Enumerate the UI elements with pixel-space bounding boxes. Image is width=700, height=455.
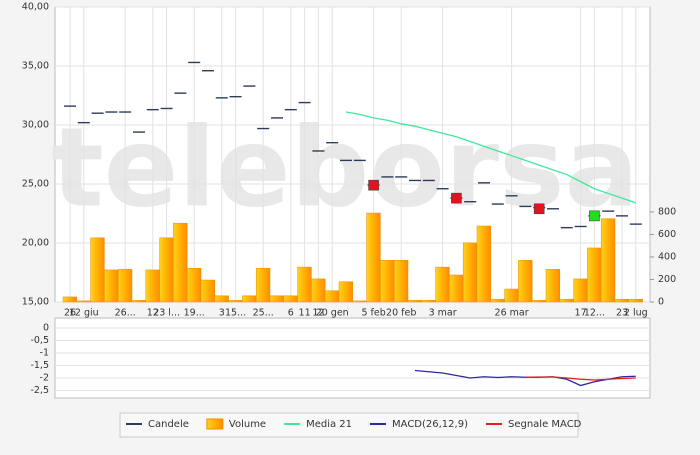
y-tick-label: 35,00 xyxy=(22,61,49,72)
legend-label: MACD(26,12,9) xyxy=(392,419,468,430)
y-tick-label: -2,5 xyxy=(30,385,49,396)
line-series xyxy=(525,376,636,381)
volume-bar xyxy=(504,288,519,303)
y2-tick-label: 400 xyxy=(658,251,676,262)
volume-bar xyxy=(173,222,188,303)
volume-bar xyxy=(587,247,602,303)
volume-bar xyxy=(324,290,340,303)
x-tick-label: 11 xyxy=(299,308,311,319)
x-tick-label: 12 giu xyxy=(69,308,99,319)
volume-bar xyxy=(393,260,409,303)
volume-bar xyxy=(62,296,78,303)
volume-bar xyxy=(311,278,326,303)
volume-bar xyxy=(421,300,436,303)
volume-bar xyxy=(338,281,354,303)
x-tick-label: 12 xyxy=(312,308,324,319)
x-tick-label: 23 l... xyxy=(153,308,180,319)
x-tick-label: 3 xyxy=(219,308,225,319)
legend-label: Media 21 xyxy=(306,419,352,430)
volume-bar xyxy=(614,298,630,303)
volume-bar xyxy=(545,269,561,303)
legend-label: Candele xyxy=(148,419,189,430)
y2-tick-label: 600 xyxy=(658,229,676,240)
x-tick-label: 26 xyxy=(64,308,76,319)
main-plot xyxy=(54,6,651,303)
volume-bar xyxy=(76,300,91,303)
volume-bar xyxy=(145,269,160,303)
volume-bar xyxy=(462,242,478,303)
signal-marker xyxy=(368,179,379,191)
volume-bar xyxy=(573,278,588,303)
x-tick-label: 12 xyxy=(147,308,159,319)
volume-bar xyxy=(352,300,367,303)
volume-bar xyxy=(600,218,616,303)
volume-bar xyxy=(90,237,105,303)
y-tick-label: -2 xyxy=(40,373,49,384)
line-series xyxy=(345,111,637,204)
x-tick-label: 2 lug xyxy=(624,308,648,319)
volume-bar xyxy=(449,274,464,303)
volume-bar xyxy=(131,300,147,303)
macd-plot xyxy=(54,317,651,399)
volume-bar xyxy=(531,300,547,303)
legend-swatch xyxy=(206,418,224,430)
volume-bar xyxy=(228,300,243,303)
y2-tick-label: 800 xyxy=(658,206,676,217)
y-tick-label: -1 xyxy=(40,348,49,359)
volume-bar xyxy=(476,225,492,303)
volume-bar xyxy=(297,266,312,303)
volume-bar xyxy=(407,300,423,303)
x-tick-label: 25... xyxy=(253,308,274,319)
x-tick-label: 23 xyxy=(616,308,628,319)
y-tick-label: 25,00 xyxy=(22,179,49,190)
volume-bar xyxy=(117,269,133,303)
y-tick-label: 30,00 xyxy=(22,120,49,131)
x-tick-label: 17 xyxy=(575,308,587,319)
x-tick-label: 19... xyxy=(184,308,205,319)
volume-bar xyxy=(269,295,285,303)
volume-bar xyxy=(214,295,229,303)
x-tick-label: 26 mar xyxy=(495,308,529,319)
y-tick-label: -1,5 xyxy=(30,360,49,371)
y2-tick-label: 200 xyxy=(658,274,676,285)
volume-bar xyxy=(283,295,298,303)
y-tick-label: 40,00 xyxy=(22,2,49,13)
volume-bar xyxy=(366,212,381,303)
legend-label: Segnale MACD xyxy=(508,419,582,430)
signal-marker xyxy=(533,203,545,215)
x-tick-label: 3 mar xyxy=(429,308,457,319)
signal-marker xyxy=(451,192,462,204)
volume-bar xyxy=(628,298,643,303)
volume-bar xyxy=(559,298,574,303)
signal-marker xyxy=(589,210,600,222)
volume-bar xyxy=(255,267,271,303)
legend-label: Volume xyxy=(229,419,266,430)
y-tick-label: 20,00 xyxy=(22,238,49,249)
volume-bar xyxy=(159,237,174,303)
volume-bar xyxy=(490,298,505,303)
x-tick-label: 15... xyxy=(225,308,246,319)
volume-bar xyxy=(435,266,450,303)
y-tick-label: -0,5 xyxy=(30,335,49,346)
volume-bar xyxy=(186,267,202,303)
volume-bar xyxy=(518,260,533,303)
x-tick-label: 20 gen xyxy=(316,308,349,319)
x-tick-label: 12... xyxy=(584,308,605,319)
volume-bar xyxy=(104,269,119,303)
watermark: teleborsa xyxy=(51,103,639,231)
volume-bar xyxy=(380,260,395,303)
x-tick-label: 20 feb xyxy=(386,308,416,319)
volume-bar xyxy=(242,295,257,303)
x-tick-label: 26... xyxy=(115,308,136,319)
x-tick-label: 5 feb xyxy=(361,308,385,319)
y-tick-label: 15,00 xyxy=(22,297,49,308)
x-tick-label: 6 xyxy=(288,308,294,319)
y-tick-label: 0 xyxy=(43,323,49,334)
y2-tick-label: 0 xyxy=(658,297,664,308)
volume-bar xyxy=(200,279,216,303)
